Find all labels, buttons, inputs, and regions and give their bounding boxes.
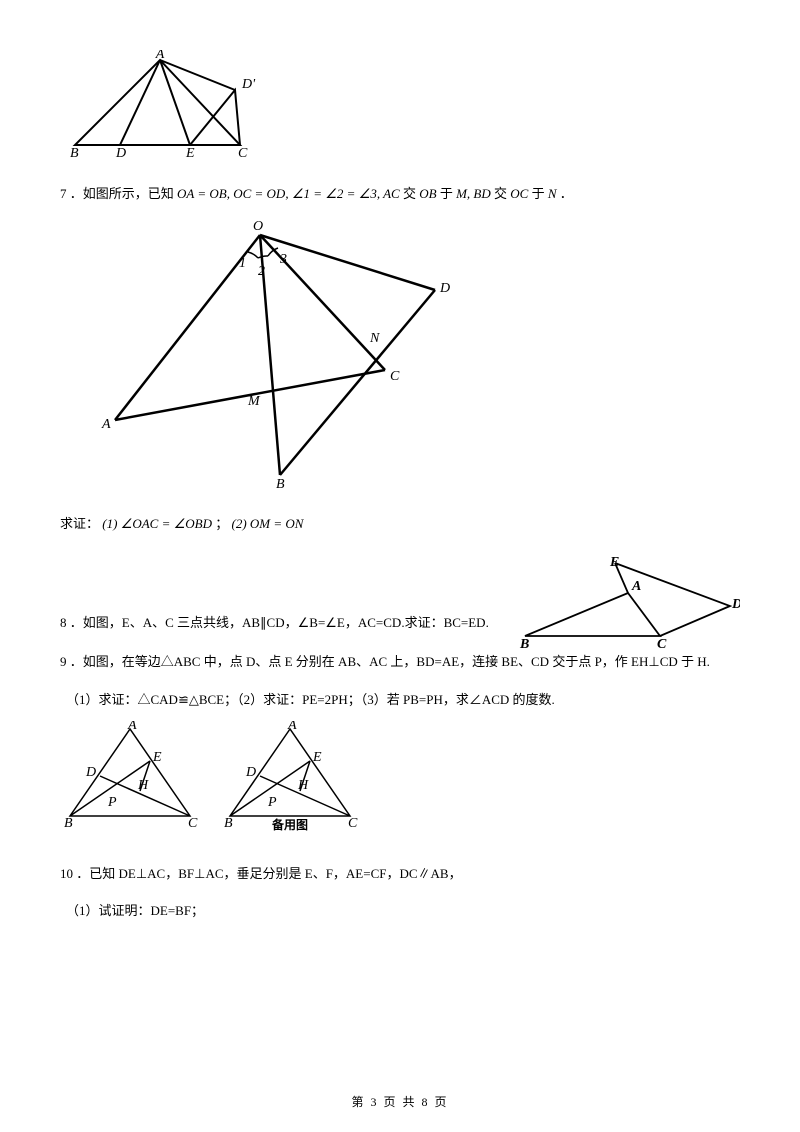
label-ang3: 3 bbox=[279, 252, 287, 267]
problem-8-row: B C D A E 8 ．如图，E、A、C 三点共线，AB∥CD，∠B=∠E，A… bbox=[60, 611, 740, 634]
q9-t1-A: A bbox=[127, 721, 137, 733]
label-N: N bbox=[369, 331, 380, 346]
problem-10-sub: （1）试证明：DE=BF； bbox=[60, 899, 740, 922]
label-D-q8: D bbox=[731, 597, 740, 612]
q7-cond1: OA = OB, OC = OD, ∠1 = ∠2 = ∠3, AC bbox=[177, 186, 400, 201]
label-C-q7: C bbox=[390, 369, 400, 384]
label-A: A bbox=[155, 50, 165, 62]
problem-7-prove: 求证： (1) ∠OAC = ∠OBD ； (2) OM = ON bbox=[60, 512, 740, 535]
label-ang1: 1 bbox=[239, 256, 246, 271]
q7-cond5: N bbox=[548, 186, 557, 201]
q7-mid1: 交 bbox=[403, 186, 416, 201]
q9-t2-D: D bbox=[245, 765, 256, 780]
label-B: B bbox=[70, 146, 79, 160]
q7-cond4: OC bbox=[510, 186, 528, 201]
figure-problem9: A B C D E P H A B C D E P H 备用图 bbox=[60, 721, 740, 840]
label-B-q7: B bbox=[276, 477, 285, 490]
label-A-q8: A bbox=[631, 579, 641, 594]
label-ang2: 2 bbox=[258, 264, 265, 279]
q7-sep: ； bbox=[215, 516, 228, 531]
q7-prefix: 7 ．如图所示，已知 bbox=[60, 186, 174, 201]
q9-t2-E: E bbox=[312, 750, 322, 765]
label-M: M bbox=[247, 394, 261, 409]
label-Dprime: D' bbox=[241, 77, 256, 92]
q9-t2-B: B bbox=[224, 816, 233, 831]
q9-t2-P: P bbox=[267, 795, 277, 810]
problem-7-text: 7 ．如图所示，已知 OA = OB, OC = OD, ∠1 = ∠2 = ∠… bbox=[60, 182, 740, 205]
label-C: C bbox=[238, 146, 248, 160]
q9-t1-C: C bbox=[188, 816, 198, 831]
label-E-q8: E bbox=[609, 556, 619, 570]
label-D: D bbox=[115, 146, 126, 160]
q7-prove1: (1) ∠OAC = ∠OBD bbox=[102, 516, 212, 531]
q7-mid2: 于 bbox=[440, 186, 453, 201]
q9-t2-C: C bbox=[348, 816, 358, 831]
label-O: O bbox=[253, 220, 263, 234]
q9-t1-E: E bbox=[152, 750, 162, 765]
svg-q7: O A B C D M N 1 2 3 bbox=[90, 220, 470, 490]
svg-q9: A B C D E P H A B C D E P H 备用图 bbox=[60, 721, 380, 836]
problem-10-text: 10 ．已知 DE⊥AC，BF⊥AC，垂足分别是 E、F，AE=CF，DC∥AB… bbox=[60, 862, 740, 885]
label-A-q7: A bbox=[101, 417, 111, 432]
q9-t1-B: B bbox=[64, 816, 73, 831]
figure-problem7: O A B C D M N 1 2 3 bbox=[90, 220, 740, 494]
problem-9-sub: （1）求证：△CAD≌△BCE；（2）求证：PE=2PH；（3）若 PB=PH，… bbox=[60, 688, 740, 711]
q9-t1-P: P bbox=[107, 795, 117, 810]
q9-t2-H: H bbox=[297, 778, 309, 793]
q7-cond2: OB bbox=[419, 186, 436, 201]
q7-cond3: M, BD bbox=[456, 186, 491, 201]
q9-backup-label: 备用图 bbox=[271, 817, 308, 832]
page-footer: 第 3 页 共 8 页 bbox=[0, 1093, 800, 1110]
q9-t1-H: H bbox=[137, 778, 149, 793]
q7-tail: ． bbox=[560, 186, 573, 201]
q7-prove2: (2) OM = ON bbox=[232, 516, 304, 531]
q9-t1-D: D bbox=[85, 765, 96, 780]
label-E: E bbox=[185, 146, 195, 160]
figure-problem8: B C D A E bbox=[510, 556, 740, 655]
svg-q8: B C D A E bbox=[510, 556, 740, 651]
figure-problem6: A B D E C D' bbox=[60, 50, 740, 164]
label-C-q8: C bbox=[657, 637, 667, 651]
label-D-q7: D bbox=[439, 281, 450, 296]
q7-prove-prefix: 求证： bbox=[60, 516, 99, 531]
q7-mid4: 于 bbox=[532, 186, 545, 201]
svg-triangle-adec: A B D E C D' bbox=[60, 50, 260, 160]
q7-mid3: 交 bbox=[494, 186, 507, 201]
q9-t2-A: A bbox=[287, 721, 297, 733]
label-B-q8: B bbox=[519, 637, 529, 651]
